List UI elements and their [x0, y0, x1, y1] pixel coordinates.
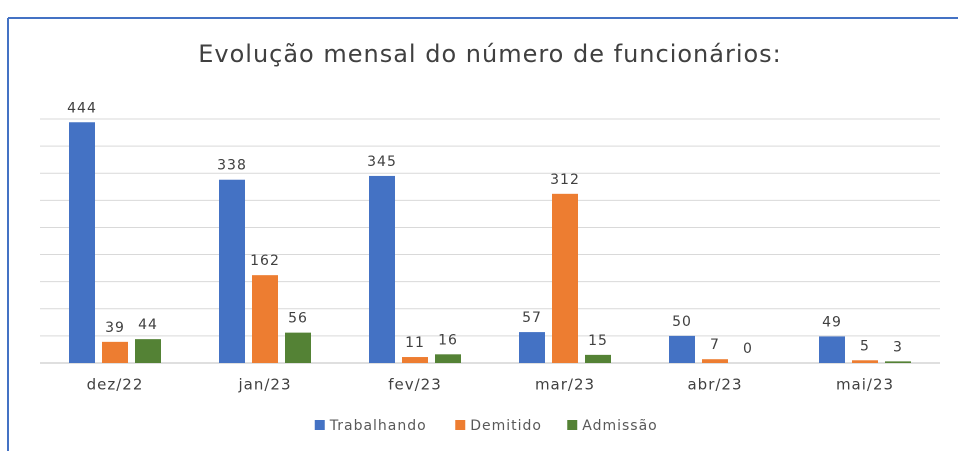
- data-label: 338: [217, 158, 247, 174]
- legend-label: Demitido: [470, 418, 542, 434]
- bar: [669, 335, 695, 363]
- bar: [585, 354, 611, 363]
- data-label: 49: [822, 314, 842, 330]
- bar: [252, 275, 278, 363]
- data-label: 11: [405, 335, 425, 351]
- bar: [369, 175, 395, 363]
- data-label: 57: [522, 310, 542, 326]
- x-tick-label: mar/23: [535, 376, 595, 394]
- data-label: 56: [288, 311, 308, 327]
- legend-swatch: [567, 420, 578, 430]
- chart-title: Evolução mensal do número de funcionário…: [198, 40, 782, 68]
- data-label: 50: [672, 314, 692, 330]
- legend-label: Trabalhando: [329, 418, 427, 434]
- data-label: 5: [860, 338, 870, 354]
- data-label: 39: [105, 320, 125, 336]
- bar: [402, 357, 428, 363]
- bar: [552, 193, 578, 363]
- legend-swatch: [314, 420, 325, 430]
- bar: [285, 332, 311, 363]
- data-label: 345: [367, 154, 397, 170]
- bar: [852, 360, 878, 363]
- data-label: 312: [550, 172, 580, 188]
- bar: [519, 332, 545, 363]
- x-tick-label: dez/22: [87, 376, 144, 394]
- bar: [435, 354, 461, 363]
- data-label: 162: [250, 253, 280, 269]
- data-label: 16: [438, 332, 458, 348]
- x-tick-label: fev/23: [388, 376, 442, 394]
- data-label: 444: [67, 100, 97, 116]
- bar: [702, 359, 728, 363]
- bar: [885, 361, 911, 363]
- legend-swatch: [455, 420, 466, 430]
- data-label: 7: [710, 337, 720, 353]
- data-label: 15: [588, 333, 608, 349]
- x-tick-label: abr/23: [687, 376, 742, 394]
- x-tick-label: mai/23: [836, 376, 894, 394]
- bar: [135, 339, 161, 363]
- data-label: 44: [138, 317, 158, 333]
- bar: [69, 122, 95, 364]
- data-label: 0: [743, 341, 753, 357]
- x-tick-label: jan/23: [237, 376, 291, 394]
- bar: [102, 341, 128, 363]
- legend-label: Admissão: [582, 418, 657, 434]
- data-label: 3: [893, 339, 903, 355]
- bar: [819, 336, 845, 363]
- bar: [219, 179, 245, 363]
